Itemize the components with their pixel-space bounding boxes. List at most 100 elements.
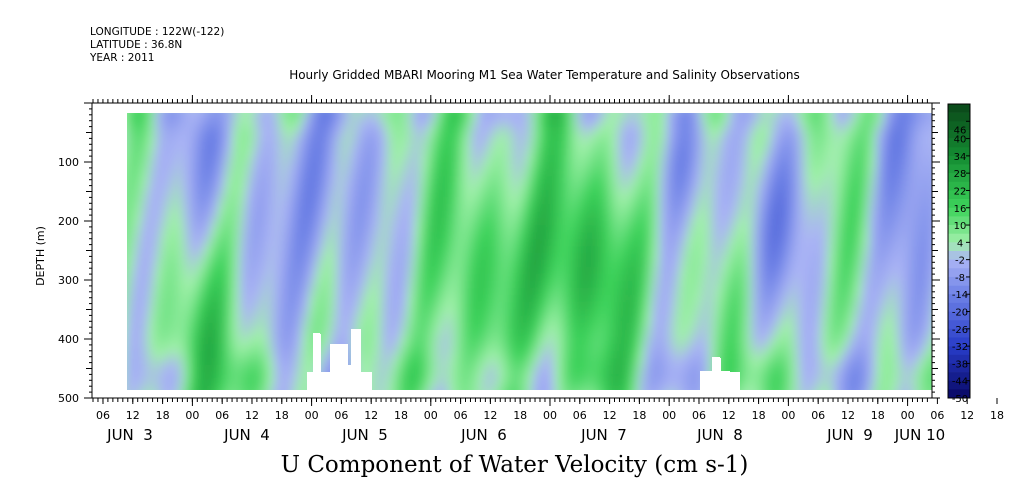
heatmap-cell [344, 113, 352, 121]
heatmap-cell [813, 267, 821, 275]
heatmap-cell [890, 169, 898, 177]
heatmap-cell [442, 148, 450, 156]
heatmap-cell [267, 134, 275, 142]
heatmap-cell [540, 162, 548, 170]
heatmap-cell [330, 337, 338, 345]
heatmap-cell [519, 162, 527, 170]
heatmap-cell [848, 316, 856, 324]
heatmap-cell [449, 260, 457, 268]
heatmap-cell [645, 351, 653, 359]
heatmap-cell [239, 365, 247, 373]
heatmap-cell [407, 239, 415, 247]
heatmap-cell [589, 379, 597, 387]
heatmap-cell [204, 134, 212, 142]
heatmap-cell [799, 148, 807, 156]
heatmap-cell [785, 176, 793, 184]
heatmap-cell [841, 155, 849, 163]
heatmap-cell [764, 155, 772, 163]
heatmap-cell [295, 274, 303, 282]
heatmap-cell [631, 120, 639, 128]
heatmap-cell [890, 372, 898, 380]
heatmap-cell [883, 267, 891, 275]
heatmap-cell [386, 141, 394, 149]
heatmap-cell [197, 344, 205, 352]
heatmap-cell [785, 358, 793, 366]
heatmap-cell [393, 162, 401, 170]
heatmap-cell [190, 281, 198, 289]
heatmap-cell [897, 365, 905, 373]
heatmap-cell [610, 183, 618, 191]
heatmap-cell [715, 316, 723, 324]
heatmap-cell [673, 316, 681, 324]
heatmap-cell [750, 316, 758, 324]
heatmap-cell [757, 274, 765, 282]
heatmap-cell [330, 204, 338, 212]
heatmap-cell [813, 274, 821, 282]
heatmap-cell [309, 211, 317, 219]
heatmap-cell [330, 148, 338, 156]
heatmap-cell [379, 386, 387, 390]
heatmap-cell [750, 239, 758, 247]
heatmap-cell [617, 330, 625, 338]
heatmap-cell [197, 330, 205, 338]
heatmap-cell [673, 211, 681, 219]
heatmap-cell [400, 197, 408, 205]
heatmap-cell [624, 274, 632, 282]
heatmap-cell [568, 288, 576, 296]
heatmap-cell [323, 120, 331, 128]
heatmap-cell [547, 316, 555, 324]
heatmap-cell [302, 309, 310, 317]
heatmap-cell [232, 148, 240, 156]
heatmap-cell [190, 232, 198, 240]
heatmap-cell [414, 232, 422, 240]
heatmap-cell [869, 218, 877, 226]
heatmap-cell [624, 386, 632, 390]
heatmap-cell [652, 316, 660, 324]
heatmap-cell [379, 141, 387, 149]
heatmap-cell [736, 148, 744, 156]
heatmap-cell [911, 218, 919, 226]
heatmap-cell [316, 211, 324, 219]
heatmap-cell [806, 197, 814, 205]
heatmap-cell [456, 169, 464, 177]
heatmap-cell [246, 232, 254, 240]
heatmap-cell [813, 134, 821, 142]
heatmap-cell [232, 176, 240, 184]
heatmap-cell [281, 218, 289, 226]
heatmap-cell [253, 288, 261, 296]
heatmap-cell [323, 113, 331, 121]
heatmap-cell [498, 372, 506, 380]
heatmap-cell [477, 134, 485, 142]
heatmap-cell [428, 162, 436, 170]
heatmap-cell [372, 127, 380, 135]
heatmap-cell [456, 204, 464, 212]
heatmap-cell [575, 281, 583, 289]
heatmap-cell [813, 155, 821, 163]
heatmap-cell [883, 379, 891, 387]
heatmap-cell [785, 190, 793, 198]
heatmap-cell [456, 120, 464, 128]
heatmap-cell [645, 225, 653, 233]
heatmap-cell [281, 295, 289, 303]
heatmap-cell [197, 302, 205, 310]
heatmap-cell [764, 176, 772, 184]
heatmap-cell [561, 120, 569, 128]
heatmap-cell [897, 281, 905, 289]
heatmap-cell [722, 197, 730, 205]
heatmap-cell [274, 316, 282, 324]
heatmap-cell [449, 365, 457, 373]
heatmap-cell [631, 337, 639, 345]
heatmap-cell [589, 239, 597, 247]
heatmap-cell [568, 302, 576, 310]
heatmap-cell [855, 190, 863, 198]
heatmap-cell [631, 232, 639, 240]
heatmap-cell [190, 358, 198, 366]
heatmap-cell [596, 337, 604, 345]
heatmap-cell [561, 274, 569, 282]
heatmap-cell [890, 204, 898, 212]
heatmap-cell [169, 113, 177, 121]
heatmap-cell [736, 302, 744, 310]
heatmap-cell [127, 120, 135, 128]
heatmap-cell [274, 211, 282, 219]
heatmap-cell [260, 379, 268, 387]
